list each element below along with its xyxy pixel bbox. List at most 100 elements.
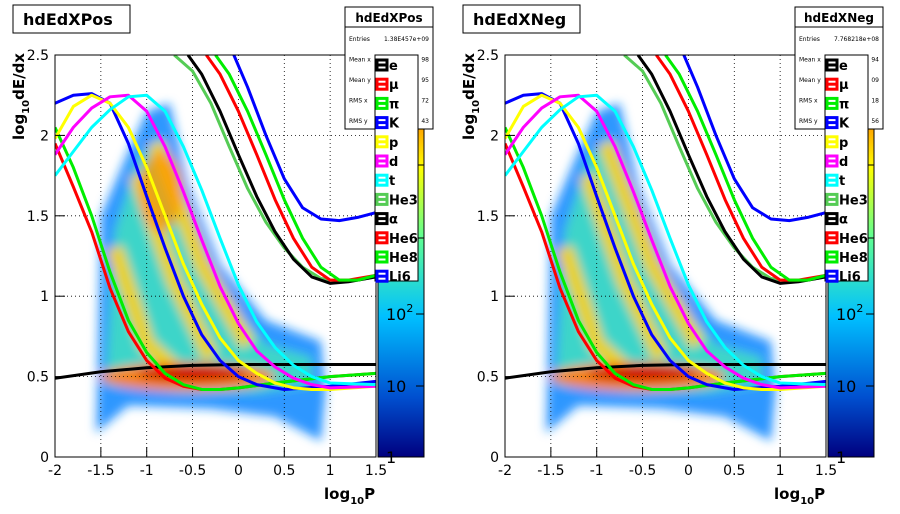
x-tick-label: 0.5 [273,463,295,479]
stats-row-value: 09 [871,77,879,84]
legend-label: He8 [389,251,418,266]
curve-α [636,55,826,285]
y-tick-label: 1.5 [27,209,49,225]
density-inner [555,135,762,393]
curve-He8 [214,55,376,282]
stats-row-label: Mean x [349,57,371,64]
legend-label: K [389,117,400,132]
y-tick-label: 2 [40,128,49,144]
legend-label: d [839,155,848,170]
y-axis-title: log10dE/dx [460,53,482,140]
legend-label: p [389,136,398,151]
x-tick-label: 1.5 [365,463,387,479]
x-tick-label: 1 [776,463,785,479]
curve-Li6 [682,55,826,223]
legend-label: π [389,97,399,112]
y-tick-label: 1.5 [477,209,499,225]
y-tick-label: 2.5 [477,48,499,64]
stats-title: hdEdXPos [355,11,422,25]
chart-title: hdEdXPos [23,10,113,29]
colorbar-label: 1 [836,448,846,467]
curves [505,55,826,391]
y-axis-title: log10dE/dx [10,53,32,140]
x-tick-label: -0.5 [629,463,656,479]
legend-label: α [389,213,398,228]
y-axis-title-group: log10dE/dx [10,53,32,140]
curve-d [505,93,826,390]
colorbar-label: 102 [386,302,413,324]
legend-label: He6 [389,232,418,247]
x-tick-label: 0 [234,463,243,479]
x-tick-label: -1.5 [537,463,564,479]
x-tick-label: 1.5 [815,463,837,479]
panel-hdedxneg: -2 -1.5 -1 -0.5 0 0.5 1 1.500.511.522.5log10Plo… [460,4,884,507]
legend-label: p [839,136,848,151]
y-tick-label: 1 [40,289,49,305]
title-box [12,4,131,34]
stats-title: hdEdXNeg [804,11,874,25]
stats-row-label: Entries [799,36,820,43]
stats-row-label: RMS y [799,118,818,125]
y-tick-label: 0 [40,450,49,466]
y-tick-label: 0.5 [477,370,499,386]
x-tick-label: -1.5 [87,463,114,479]
x-tick-label: -1 [590,463,604,479]
legend-label: μ [389,78,399,93]
stats-row-value: 56 [871,118,879,125]
legend-label: He6 [839,232,868,247]
y-tick-label: 2 [490,128,499,144]
legend-label: He8 [839,251,868,266]
y-tick-label: 0 [490,450,499,466]
legend-label: e [389,59,398,74]
curve-e [505,363,826,380]
x-tick-label: -1 [140,463,154,479]
density-band [598,140,705,349]
curve-π [505,126,826,391]
panel-hdedxpos: -2 -1.5 -1 -0.5 0 0.5 1 1.5 0 0.5 1 1.5 2 2.5 log10P lo… [10,4,434,507]
stats-row-label: Mean y [799,77,821,84]
colorbar-label: 10 [836,377,856,396]
stats-row-value: 7.768218e+08 [834,36,879,43]
y-tick-label: 0.5 [27,370,49,386]
stats-row-label: Mean x [799,57,821,64]
stats-row-label: RMS x [349,98,368,105]
legend-label: Li6 [839,270,861,285]
y-tick-label: 1 [490,289,499,305]
curve-π [55,126,376,391]
legend-label: π [839,97,849,112]
y-tick-label: 2.5 [27,48,49,64]
stats-row-label: Mean y [349,77,371,84]
chart-title: hdEdXNeg [473,10,566,29]
legend-label: e [839,59,848,74]
curve-α [186,55,376,285]
curve-He8 [664,55,826,282]
x-axis-title: log10P [324,485,375,507]
colorbar-label: 102 [836,302,863,324]
x-tick-label: -0.5 [179,463,206,479]
stats-row-label: RMS y [349,118,368,125]
x-tick-label: -2 [498,463,512,479]
legend-label: He3 [839,193,868,208]
legend-label: d [389,155,398,170]
curves [55,55,376,391]
x-tick-label: 0.5 [723,463,745,479]
x-tick-label: 0 [684,463,693,479]
legend-label: He3 [389,193,418,208]
stats-row-value: 98 [421,57,429,64]
x-tick-label: -2 [48,463,62,479]
x-axis-title: log10P [774,485,825,507]
x-tick-label: 1 [326,463,335,479]
curve-t [55,93,376,387]
y-axis-title-group: log10dE/dx [460,53,482,140]
stats-row-value: 72 [421,98,429,105]
legend-label: K [839,117,850,132]
curve-Li6 [232,55,376,223]
stats-row-label: RMS x [799,98,818,105]
curve-d [55,93,376,390]
stats-row-value: 43 [421,118,429,125]
stats-row-value: 94 [871,57,879,64]
legend-label: t [389,174,395,189]
legend-label: μ [839,78,849,93]
stats-row-value: 1.38E457e+09 [384,36,429,43]
